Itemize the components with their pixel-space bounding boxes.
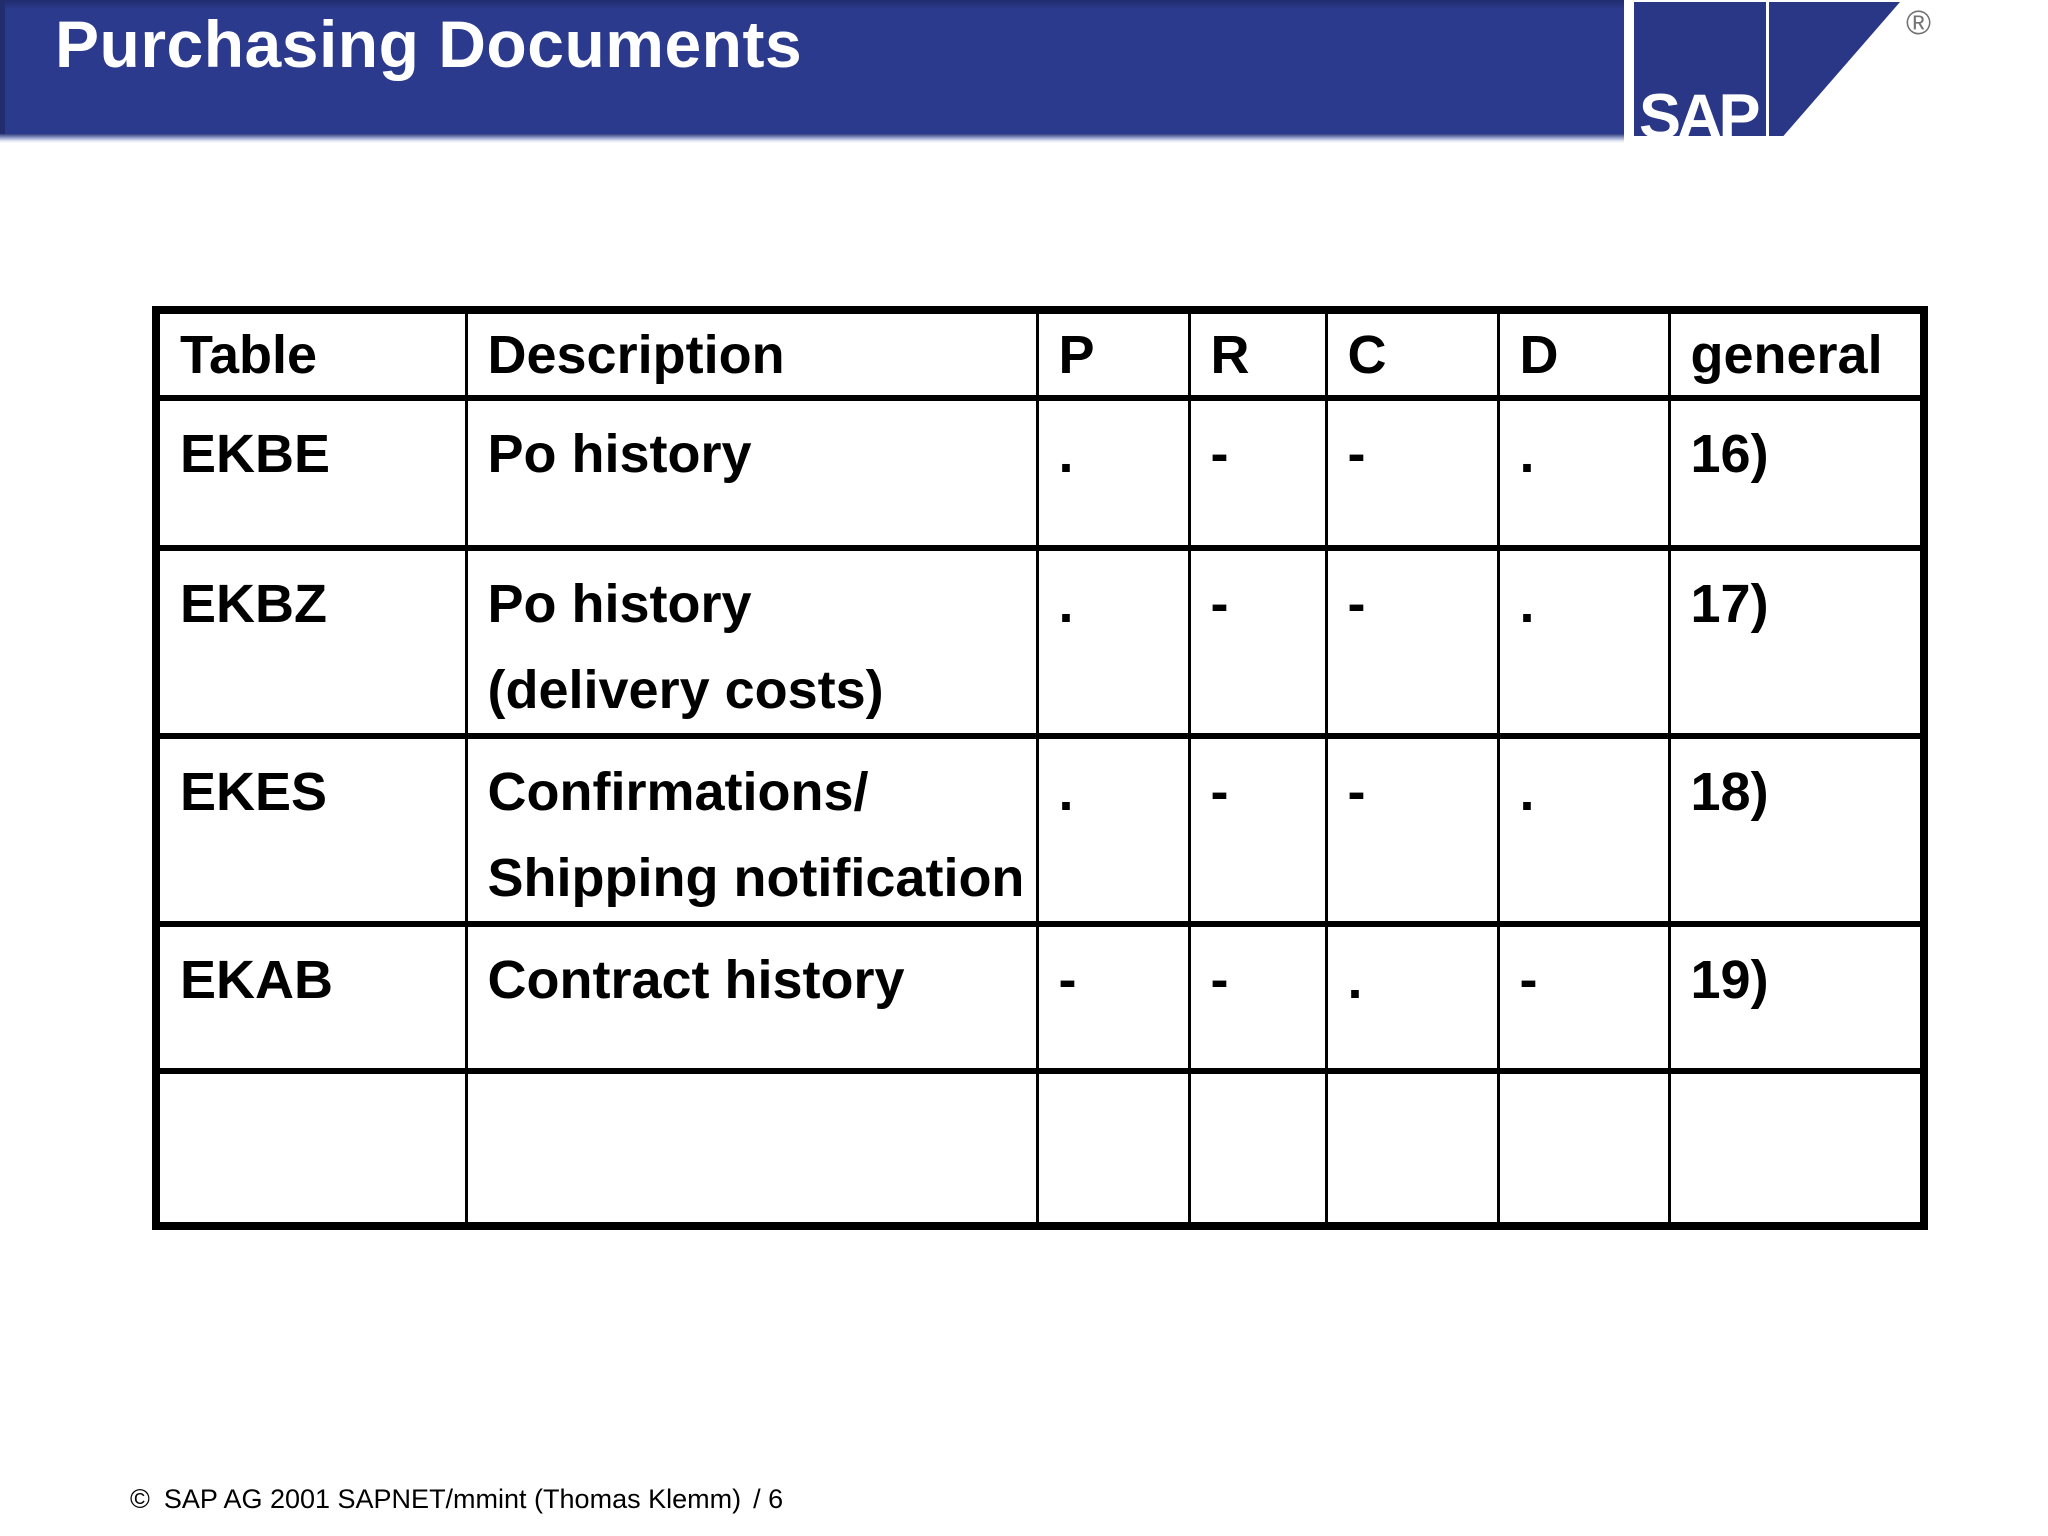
sap-logo-triangle-icon: [1769, 2, 1900, 136]
column-header-r: R: [1187, 307, 1328, 401]
footer: © SAP AG 2001 SAPNET/mmint (Thomas Klemm)…: [130, 1484, 783, 1515]
cell-d-flag: [1496, 1068, 1671, 1229]
footer-text: SAP AG 2001 SAPNET/mmint (Thomas Klemm): [163, 1484, 742, 1514]
description-line: Contract history: [487, 950, 905, 1010]
copyright-icon: ©: [130, 1484, 150, 1514]
cell-r-flag: -: [1187, 545, 1328, 739]
cell-general-ref: [1667, 1068, 1926, 1229]
description-line: Po history: [487, 424, 752, 484]
description-line: Confirmations/: [487, 762, 869, 822]
table-row: [154, 1068, 1926, 1229]
cell-general-ref: 16): [1667, 395, 1926, 551]
description-line: (delivery costs): [487, 660, 884, 720]
cell-table-name: [154, 1068, 468, 1229]
description-line: Po history: [487, 574, 752, 634]
column-header-description: Description: [464, 307, 1039, 401]
cell-description: Po history: [464, 395, 1039, 551]
cell-p-flag: .: [1035, 545, 1191, 739]
cell-p-flag: -: [1035, 921, 1191, 1074]
cell-table-name: EKES: [154, 733, 468, 927]
cell-c-flag: [1324, 1068, 1500, 1229]
column-header-p: P: [1035, 307, 1191, 401]
cell-general-ref: 17): [1667, 545, 1926, 739]
cell-description: Contract history: [464, 921, 1039, 1074]
column-header-general: general: [1667, 307, 1926, 401]
registered-trademark-icon: ®: [1906, 4, 1932, 42]
cell-r-flag: -: [1187, 733, 1328, 927]
cell-d-flag: -: [1496, 921, 1671, 1074]
cell-p-flag: .: [1035, 733, 1191, 927]
cell-r-flag: -: [1187, 395, 1328, 551]
cell-r-flag: -: [1187, 921, 1328, 1074]
page-title: Purchasing Documents: [55, 7, 803, 81]
cell-d-flag: .: [1496, 395, 1671, 551]
cell-description: [464, 1068, 1039, 1229]
cell-d-flag: .: [1496, 545, 1671, 739]
page-number: / 6: [753, 1484, 784, 1514]
cell-description: Po history (delivery costs): [464, 545, 1039, 739]
cell-table-name: EKAB: [154, 921, 468, 1074]
table-row: EKES Confirmations/ Shipping notificatio…: [154, 733, 1926, 927]
cell-general-ref: 19): [1667, 921, 1926, 1074]
cell-table-name: EKBZ: [154, 545, 468, 739]
column-header-c: C: [1324, 307, 1500, 401]
table-header-row: Table Description P R C D general: [154, 307, 1926, 401]
cell-general-ref: 18): [1667, 733, 1926, 927]
purchasing-documents-table: Table Description P R C D general EKBE P…: [152, 306, 1928, 1230]
table-row: EKBZ Po history (delivery costs) . - - .…: [154, 545, 1926, 739]
column-header-d: D: [1496, 307, 1671, 401]
table-row: EKAB Contract history - - . - 19): [154, 921, 1926, 1074]
cell-r-flag: [1187, 1068, 1328, 1229]
cell-c-flag: -: [1324, 733, 1500, 927]
column-header-table: Table: [154, 307, 468, 401]
sap-logo: SAP: [1634, 2, 1766, 149]
cell-table-name: EKBE: [154, 395, 468, 551]
description-line: Shipping notification: [487, 848, 1025, 908]
cell-p-flag: .: [1035, 395, 1191, 551]
cell-c-flag: -: [1324, 545, 1500, 739]
cell-c-flag: .: [1324, 921, 1500, 1074]
cell-description: Confirmations/ Shipping notification: [464, 733, 1039, 927]
cell-p-flag: [1035, 1068, 1191, 1229]
cell-d-flag: .: [1496, 733, 1671, 927]
title-banner: [0, 0, 1624, 134]
banner-bottom-strip: [0, 134, 1624, 143]
cell-c-flag: -: [1324, 395, 1500, 551]
table-row: EKBE Po history . - - . 16): [154, 395, 1926, 551]
sap-logo-text: SAP: [1639, 82, 1761, 152]
